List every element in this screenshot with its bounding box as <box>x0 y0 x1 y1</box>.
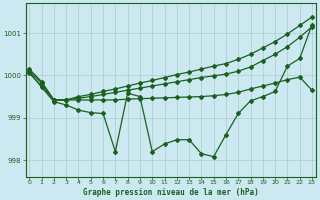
X-axis label: Graphe pression niveau de la mer (hPa): Graphe pression niveau de la mer (hPa) <box>83 188 259 197</box>
